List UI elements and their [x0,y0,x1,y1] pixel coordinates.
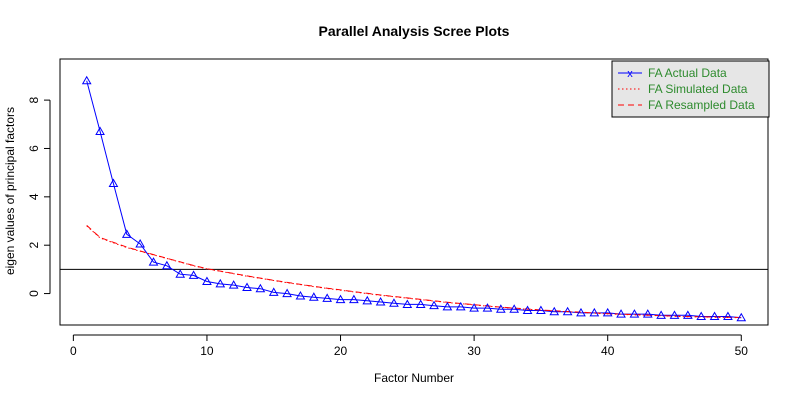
data-point-actual [509,304,520,313]
x-axis: 0 10 20 30 40 50 [70,334,749,358]
series-line-resampled-data [86,225,742,318]
data-point-actual [255,283,266,293]
legend-label: FA Simulated Data [648,82,748,96]
data-point-actual [81,75,92,85]
y-tick-label: 6 [27,145,41,152]
data-point-actual [576,307,586,317]
data-point-actual [349,294,359,304]
data-point-actual [188,270,199,279]
y-axis-label: eigen values of principal factors [3,107,17,275]
data-point-actual [669,310,680,319]
data-point-actual [455,301,466,311]
data-point-actual [308,292,319,301]
y-tick-label: 4 [27,193,41,200]
data-point-actual [135,238,146,248]
x-tick-label: 0 [70,344,77,358]
legend-label: FA Resampled Data [648,98,755,112]
data-point-actual [522,305,533,314]
data-point-actual [95,126,105,136]
data-point-actual [736,312,747,322]
data-point-actual [268,287,279,296]
data-point-actual [442,301,453,311]
legend-marker-x: x [627,68,633,80]
data-point-actual [696,311,707,321]
data-point-actual [202,276,212,285]
data-point-actual [121,229,132,238]
data-point-actual [536,305,546,314]
data-point-actual [322,293,333,302]
data-point-actual [469,303,479,312]
data-point-actual [602,307,613,317]
data-point-actual [415,299,426,308]
data-point-actual [495,304,506,313]
data-point-actual [175,269,186,278]
y-tick-label: 2 [27,242,41,249]
data-point-actual [162,260,172,270]
data-point-actual [282,288,292,298]
data-point-actual [616,309,626,318]
data-point-actual [228,280,239,289]
data-point-actual [389,298,399,307]
plot-frame [59,58,769,326]
legend-label: FA Actual Data [648,66,727,80]
legend: x FA Actual Data FA Simulated Data FA Resam… [611,60,770,118]
data-point-actual [642,309,653,318]
data-point-actual [549,306,560,316]
y-tick-label: 0 [27,290,41,297]
y-tick-label: 8 [27,96,41,103]
data-point-actual [242,282,252,292]
data-point-actual [629,309,640,318]
data-point-actual [589,307,600,317]
data-point-actual [482,303,493,312]
data-point-actual [148,257,159,266]
data-point-actual [656,310,666,319]
x-axis-label: Factor Number [374,371,454,385]
data-point-actual [215,278,226,288]
x-tick-label: 40 [601,344,615,358]
chart-title: Parallel Analysis Scree Plots [319,23,510,39]
data-point-actual [402,299,413,308]
data-point-actual [723,311,733,321]
x-tick-label: 30 [467,344,481,358]
data-point-actual [108,178,119,188]
data-point-actual [562,306,573,316]
data-point-actual [295,290,306,300]
y-axis: 0 2 4 6 8 [27,96,51,297]
x-tick-label: 10 [200,344,214,358]
x-tick-label: 20 [334,344,348,358]
data-point-actual [429,300,439,310]
data-point-actual [335,294,346,304]
data-point-actual [709,311,720,321]
data-point-actual [362,295,373,305]
x-tick-label: 50 [735,344,749,358]
series-layer [81,75,747,322]
data-point-actual [375,297,386,306]
data-point-actual [682,310,693,319]
